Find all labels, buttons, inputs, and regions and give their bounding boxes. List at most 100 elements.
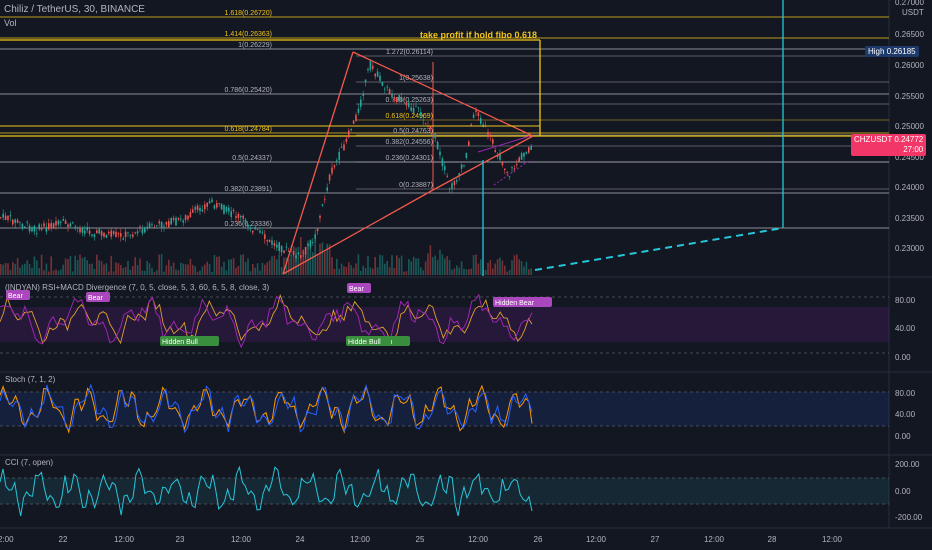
high-badge-value: 0.26185 (886, 47, 916, 56)
candle-body (148, 223, 151, 228)
candle-body (31, 227, 33, 232)
time-axis-tick: 2:00 (0, 535, 14, 544)
candle-body (352, 120, 355, 124)
volume-bar (103, 264, 105, 275)
symbol-badge-value: 0.24772 (894, 135, 924, 144)
candle-body (429, 125, 432, 129)
candle-body (177, 217, 180, 220)
candle-body (422, 119, 424, 121)
candle-body (93, 234, 96, 238)
volume-bar (408, 259, 410, 275)
candle-body (511, 167, 513, 169)
time-axis-tick: 26 (534, 535, 543, 544)
fib-extension-label: 0.5(0.24763) (393, 128, 433, 135)
rsi-panel-title: (INDYAN) RSI+MACD Divergence (7, 0, 5, c… (5, 283, 270, 292)
candle-body (108, 232, 110, 234)
fib-extension-label: 1.272(0.26114) (386, 49, 433, 56)
time-axis-tick: 27 (651, 535, 660, 544)
candle-body (391, 93, 393, 98)
volume-bar (79, 254, 81, 275)
candle-body (355, 114, 357, 121)
volume-bar (400, 255, 403, 275)
candle-body (252, 230, 254, 233)
fib-extension-label: 0.618(0.24969) (386, 113, 433, 120)
volume-bar (211, 271, 213, 275)
candle-body (328, 174, 331, 181)
candle-body (158, 221, 160, 224)
candle-body (194, 207, 196, 210)
volume-bar (216, 256, 218, 275)
candle-body (184, 215, 187, 221)
candle-body (249, 228, 252, 230)
volume-bar (290, 253, 292, 275)
candle-body (460, 164, 463, 169)
candle-body (132, 234, 134, 237)
candle-body (472, 114, 475, 118)
candle-body (439, 151, 441, 156)
candle-body (33, 225, 36, 232)
candle-body (271, 240, 273, 245)
candle-body (273, 243, 276, 246)
volume-bar (69, 256, 72, 275)
candle-body (388, 89, 391, 95)
volume-bar (127, 260, 129, 275)
volume-bar (9, 269, 12, 275)
candle-body (182, 220, 184, 223)
volume-bar (62, 264, 64, 275)
volume-bar (98, 260, 100, 275)
cci-line (0, 465, 533, 517)
candle-body (4, 215, 7, 220)
volume-bar (26, 260, 28, 275)
volume-bar (170, 266, 172, 275)
volume-bar (523, 266, 525, 275)
candle-body (458, 173, 460, 177)
volume-bar (105, 263, 108, 275)
fib-level-label: 1(0.26229) (238, 42, 272, 49)
volume-bar (434, 255, 436, 275)
volume-bar (448, 260, 451, 275)
candle-body (384, 88, 386, 90)
volume-bar (484, 270, 487, 275)
volume-bar (144, 271, 146, 275)
volume-bar (36, 260, 38, 275)
candle-body (444, 166, 446, 171)
volume-bar (252, 264, 254, 275)
candle-body (489, 136, 492, 137)
candle-body (16, 219, 19, 223)
volume-bar (64, 258, 67, 275)
candle-body (516, 164, 518, 165)
candle-body (501, 162, 504, 166)
fib-level-label: 0.618(0.24784) (225, 126, 272, 133)
candle-body (216, 203, 218, 208)
volume-bar (175, 269, 177, 275)
volume-bar (76, 260, 79, 275)
candle-body (86, 226, 88, 231)
time-axis-tick: 24 (296, 535, 305, 544)
candle-body (283, 250, 285, 253)
candle-body (400, 97, 403, 102)
candle-body (261, 232, 264, 234)
trendline-base (282, 189, 434, 275)
volume-bar (364, 267, 367, 275)
candle-body (76, 227, 79, 229)
candle-body (381, 81, 384, 86)
volume-bar (321, 242, 324, 275)
candle-body (91, 234, 93, 236)
candle-body (160, 221, 163, 228)
volume-bar (420, 267, 422, 275)
volume-bar (72, 271, 74, 275)
volume-bar (292, 246, 295, 275)
candle-body (124, 231, 127, 237)
candle-body (45, 226, 48, 232)
candle-body (266, 240, 268, 242)
candle-body (314, 234, 316, 239)
candle-body (223, 204, 225, 214)
time-axis-tick: 28 (768, 535, 777, 544)
signal-badge-bg (367, 336, 391, 346)
trendline-up (282, 51, 354, 275)
volume-bar (165, 265, 168, 275)
candle-body (38, 224, 40, 230)
candle-body (492, 139, 494, 144)
